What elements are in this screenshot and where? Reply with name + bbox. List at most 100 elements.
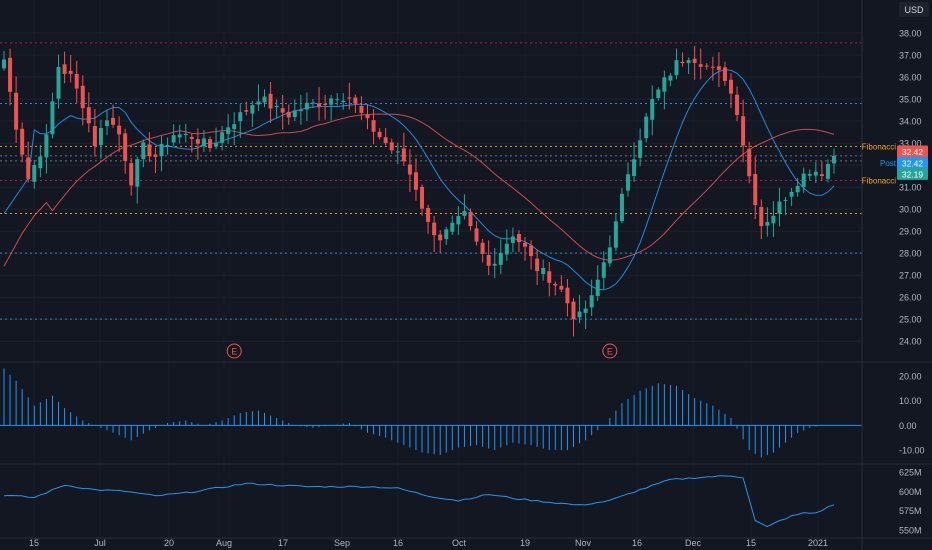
time-tick-label: 2021 — [808, 538, 828, 548]
candle — [250, 100, 255, 127]
earnings-marker-circle — [226, 343, 242, 359]
candle-body — [498, 252, 503, 265]
candle-body — [638, 140, 643, 158]
candle — [571, 298, 576, 337]
candle — [323, 94, 328, 120]
candle-body — [329, 98, 334, 105]
candle-body — [111, 117, 116, 125]
candle-body — [777, 201, 782, 214]
candle — [741, 99, 746, 163]
candle — [832, 148, 836, 174]
candle-body — [486, 255, 491, 266]
second-indicator-panel[interactable] — [3, 475, 835, 528]
candle-body — [650, 99, 655, 120]
candle-body — [753, 174, 758, 206]
moving-average-slow — [3, 113, 835, 267]
candle — [710, 56, 715, 81]
header-currency[interactable]: USD — [899, 2, 929, 17]
time-tick-label: Oct — [452, 538, 467, 548]
earnings-marker-label: E — [231, 347, 237, 357]
macd-tick-label: 10.00 — [899, 396, 922, 406]
candle — [92, 108, 97, 157]
candle-body — [20, 128, 25, 155]
candle — [547, 262, 552, 297]
candle-body — [825, 164, 830, 179]
candle — [117, 116, 122, 152]
candle — [438, 230, 443, 253]
candle-body — [189, 136, 194, 139]
candle-body — [280, 108, 285, 113]
candle-body — [68, 70, 73, 74]
candle-body — [456, 216, 461, 225]
candle — [44, 123, 49, 174]
candle-body — [516, 234, 521, 243]
candle-body — [686, 60, 691, 64]
candle-body — [541, 267, 546, 274]
candle — [244, 101, 249, 116]
candle — [129, 157, 134, 196]
price-tick-label: 27.00 — [899, 271, 922, 281]
price-tick-label: 25.00 — [899, 315, 922, 325]
candle-body — [662, 77, 667, 92]
candle-body — [571, 301, 576, 320]
candle-body — [583, 308, 588, 313]
candle-body — [238, 112, 243, 122]
candle-body — [444, 229, 449, 239]
candle-body — [813, 171, 818, 176]
candle — [159, 135, 164, 172]
candle-body — [74, 73, 79, 89]
candle-body — [214, 143, 219, 147]
candle — [656, 87, 661, 101]
candle-body — [26, 157, 31, 179]
candle-body — [716, 66, 721, 70]
candle — [401, 132, 406, 167]
candle-body — [595, 279, 600, 297]
time-tick-label: 15 — [29, 538, 39, 548]
candle-body — [310, 102, 315, 104]
candle — [68, 54, 73, 83]
time-tick-label: Nov — [575, 538, 592, 548]
candle — [262, 89, 267, 108]
candle — [74, 60, 79, 103]
candle — [341, 93, 346, 110]
candle — [298, 94, 303, 125]
candle-body — [613, 221, 618, 248]
candle-body — [2, 59, 6, 69]
candle — [747, 141, 752, 184]
candle-body — [722, 67, 727, 81]
candle — [377, 128, 382, 140]
candle — [601, 251, 606, 290]
time-tick-label: Dec — [685, 538, 702, 548]
candle — [498, 239, 503, 275]
candle — [8, 48, 13, 106]
candle-body — [729, 79, 734, 94]
macd-panel[interactable] — [0, 368, 862, 458]
candle-body — [62, 64, 67, 74]
candle — [274, 99, 279, 119]
price-badge-value: 32.42 — [902, 158, 924, 168]
candle-body — [468, 211, 473, 227]
candle — [98, 119, 103, 159]
candle-body — [80, 85, 85, 109]
candle — [674, 48, 679, 80]
time-axis[interactable]: 15 Jul 20 Aug 17 Sep 16 Oct 19 Nov 16 Dec 15 2021 — [29, 538, 828, 548]
price-badge-bg — [897, 145, 928, 158]
candle — [632, 142, 637, 182]
candles[interactable] — [2, 45, 836, 337]
candle — [783, 197, 788, 216]
candle-body — [153, 154, 158, 157]
candle — [335, 93, 340, 106]
candle — [123, 128, 128, 174]
candle-body — [450, 222, 455, 232]
candle-body — [14, 92, 19, 130]
candle — [619, 187, 624, 224]
candle — [650, 85, 655, 136]
candle — [171, 124, 176, 146]
candle-body — [747, 148, 752, 177]
candle — [765, 207, 770, 237]
candle — [329, 94, 334, 121]
